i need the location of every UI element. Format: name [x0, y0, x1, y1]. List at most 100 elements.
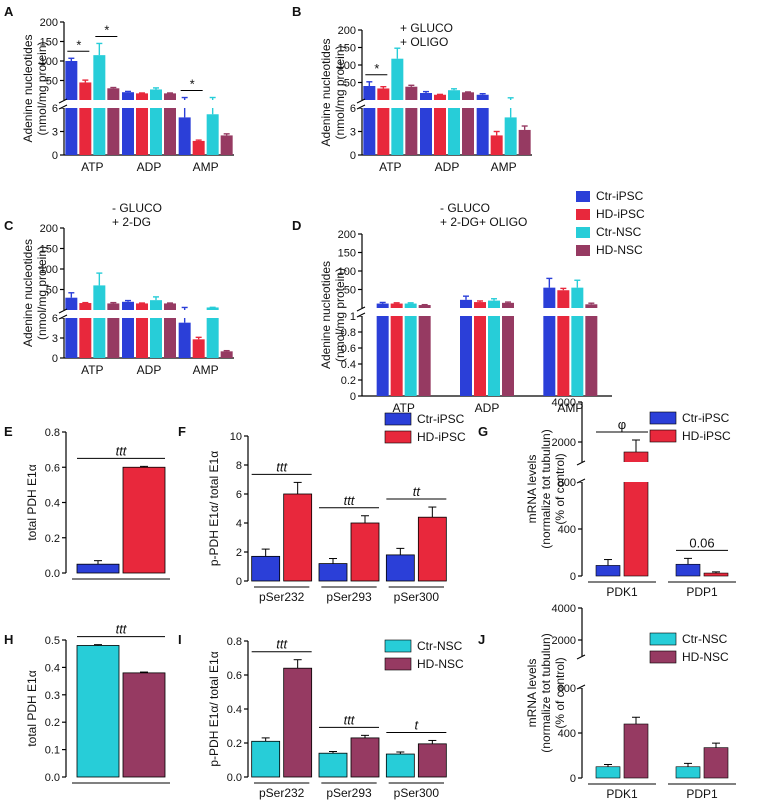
bar-F: [350, 522, 380, 582]
axis-break-mark-D: [356, 306, 366, 312]
y-tick-label-C: 50: [46, 285, 58, 297]
panel-label-F: F: [178, 424, 186, 439]
bar-C: [150, 300, 162, 358]
bar-G: [595, 565, 621, 577]
significance-label-E: ttt: [116, 443, 128, 458]
x-tick-label-I: pSer232: [259, 786, 305, 800]
axis-break-mark-B: [356, 98, 366, 104]
legend-label: Ctr-iPSC: [417, 412, 465, 426]
bar-D: [557, 290, 570, 396]
ylabel-line2-C: (nmol/mg protein): [35, 246, 49, 340]
bar-I: [385, 753, 415, 778]
bar-E: [122, 466, 166, 574]
ylabel-line2-A: (nmol/mg protein): [35, 41, 49, 135]
legend-swatch: [576, 209, 590, 220]
x-tick-label-B: ADP: [435, 160, 460, 174]
bar-A: [136, 93, 148, 155]
bar-C: [178, 322, 191, 358]
ylabel-line1-C: Adenine nucleotides: [21, 239, 35, 347]
bar-E: [76, 563, 120, 574]
legend-label: Ctr-NSC: [417, 639, 463, 653]
legend-swatch: [384, 657, 412, 671]
x-tick-label-A: ADP: [137, 160, 162, 174]
y-tick-label-G: 0: [570, 571, 576, 583]
ylabel-line2-G: (normalize tot tubulun): [539, 429, 553, 548]
axis-break-mark-B: [356, 104, 366, 110]
x-tick-label-J: PDP1: [686, 787, 718, 801]
legend-swatch: [384, 639, 412, 653]
y-tick-label-D: 150: [338, 248, 356, 260]
panel-label-J: J: [478, 632, 485, 647]
y-tick-label-D: 0.8: [341, 327, 356, 339]
y-tick-label-D: 200: [338, 229, 356, 241]
bar-F: [385, 554, 415, 582]
bar-C: [220, 351, 233, 358]
y-tick-label-I: 0.2: [227, 738, 242, 750]
y-tick-label-A: 100: [40, 56, 58, 68]
y-tick-label-F: 2: [236, 547, 242, 559]
bar-D: [488, 300, 500, 396]
axis-break-C: [58, 310, 236, 318]
significance-label-I: ttt: [344, 712, 356, 727]
y-tick-label-D: 0.2: [341, 375, 356, 387]
bar-B: [518, 129, 531, 155]
axis-break-mark-A: [58, 104, 68, 110]
legend-label: Ctr-iPSC: [596, 189, 644, 203]
legend-label: HD-NSC: [417, 657, 464, 671]
bar-H: [122, 672, 166, 778]
panel-label-G: G: [478, 424, 488, 439]
y-tick-label-C: 3: [52, 333, 58, 345]
ylabel-line2-J: (normalize tot tubulun): [539, 633, 553, 752]
bar-I: [318, 752, 348, 778]
y-tick-label-C: 100: [40, 264, 58, 276]
bar-B: [490, 135, 503, 155]
legend-swatch: [649, 650, 677, 664]
y-tick-label-I: 0.6: [227, 670, 242, 682]
axis-break-mark-C: [58, 314, 68, 320]
ylabel-line2-B: (nmol/mg protein): [333, 45, 347, 139]
y-tick-label-B: 6: [350, 103, 356, 115]
bar-D: [585, 304, 598, 396]
y-tick-label-C: 6: [52, 313, 58, 325]
y-tick-label-F: 8: [236, 460, 242, 472]
bar-G: [675, 563, 701, 577]
legend-swatch: [649, 411, 677, 425]
y-tick-label-E: 0.4: [45, 498, 60, 510]
axis-break-G: [576, 462, 744, 482]
y-tick-label-G: 2000: [552, 437, 576, 449]
annotation-line2-D: + 2-DG+ OLIGO: [440, 215, 527, 229]
y-tick-label-D: 50: [344, 285, 356, 297]
y-tick-label-F: 4: [236, 518, 242, 530]
ylabel-line1-B: Adenine nucleotides: [319, 38, 333, 146]
axis-break-mark-A: [58, 98, 68, 104]
axis-break-mark-G: [576, 478, 586, 484]
bar-I: [283, 667, 313, 778]
x-tick-label-G: PDK1: [606, 585, 638, 599]
bar-J: [623, 723, 649, 779]
y-tick-label-F: 6: [236, 489, 242, 501]
ylabel-I: p-PDH E1α/ total E1α: [207, 651, 221, 766]
axis-break-B: [356, 100, 534, 108]
y-tick-label-A: 0: [52, 150, 58, 162]
panel-label-B: B: [292, 4, 301, 19]
significance-label-I: ttt: [276, 637, 288, 652]
x-tick-label-C: AMP: [193, 363, 219, 377]
ylabel-line1-D: Adenine nucleotides: [319, 261, 333, 369]
y-tick-label-H: 0.5: [45, 635, 60, 647]
y-tick-label-I: 0.8: [227, 636, 242, 648]
axis-break-mark-J: [576, 654, 586, 660]
bar-B: [420, 93, 432, 155]
legend-swatch: [576, 191, 590, 202]
ylabel-line1-G: mRNA levels: [525, 455, 539, 524]
significance-label-H: ttt: [116, 622, 128, 637]
y-tick-label-D: 0: [350, 391, 356, 403]
x-tick-label-F: pSer300: [394, 590, 440, 604]
y-tick-label-B: 50: [344, 78, 356, 90]
bar-C: [206, 307, 219, 358]
annotation-line1-D: - GLUCO: [440, 201, 490, 215]
y-tick-label-D: 0.4: [341, 359, 356, 371]
significance-label-I: t: [415, 717, 420, 732]
significance-label-B: *: [374, 61, 380, 76]
legend-swatch: [649, 429, 677, 443]
ylabel-F: p-PDH E1α/ total E1α: [207, 451, 221, 566]
